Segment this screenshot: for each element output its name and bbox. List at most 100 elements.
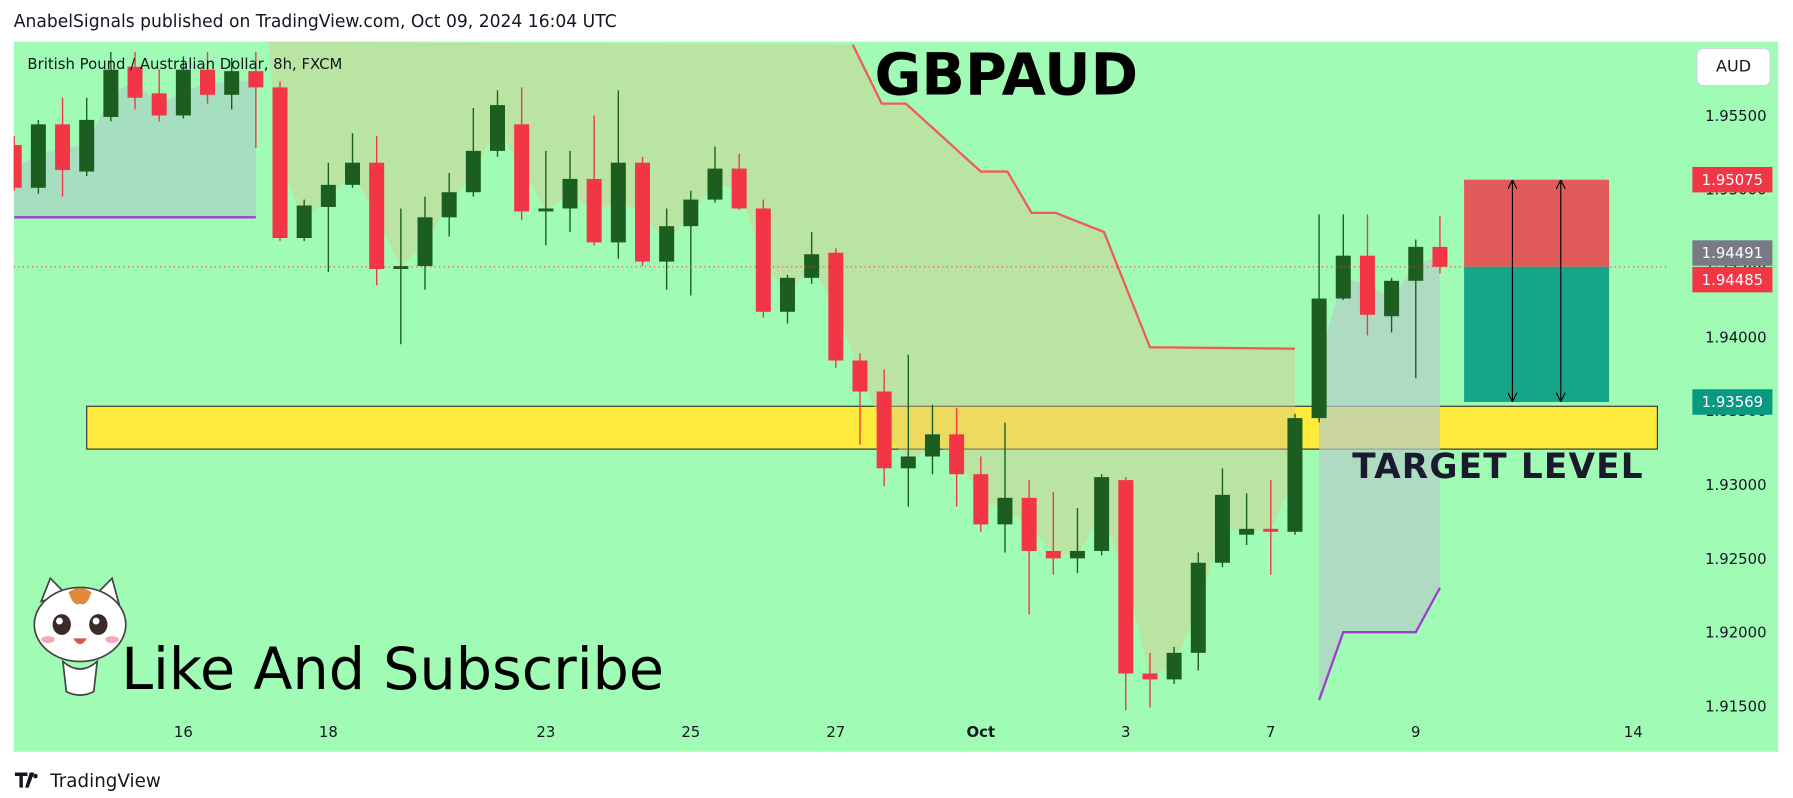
x-tick-label: 27	[826, 723, 845, 741]
y-tick-label: 1.94000	[1705, 328, 1766, 346]
candle-body	[1142, 673, 1158, 680]
candle-body	[852, 360, 868, 392]
candle-body	[635, 162, 650, 262]
brand-name: TradingView	[49, 771, 160, 792]
candle-body	[755, 208, 771, 312]
candle-body	[490, 105, 505, 151]
candle-body	[562, 178, 578, 209]
cat-sticker	[33, 576, 127, 696]
candle-body	[465, 150, 481, 193]
price-tag-label: 1.94491	[1702, 244, 1763, 262]
x-tick-label: 3	[1121, 723, 1130, 741]
symbol-info: British Pound / Australian Dollar, 8h, F…	[27, 55, 342, 73]
stop-zone	[1464, 179, 1610, 267]
y-tick-label: 1.95500	[1705, 107, 1766, 125]
candle-body	[659, 226, 675, 262]
candle-body	[828, 252, 844, 361]
candle-body	[514, 124, 530, 212]
candle-body	[1069, 550, 1085, 559]
candle-body	[320, 184, 336, 207]
candle-body	[924, 434, 940, 457]
x-tick-label: 14	[1624, 723, 1643, 741]
x-tick-label: 18	[319, 723, 338, 741]
candle-body	[1311, 298, 1327, 419]
x-tick-label: 9	[1411, 723, 1420, 741]
candle-body	[30, 124, 46, 188]
price-tag	[1692, 389, 1773, 415]
candle-body	[1432, 246, 1448, 267]
candle-body	[272, 87, 288, 238]
candle-body	[417, 217, 433, 267]
candle-body	[248, 71, 264, 88]
candle-body	[1408, 246, 1424, 281]
price-tag	[1692, 266, 1773, 293]
currency-button[interactable]	[1696, 47, 1771, 87]
candle-body	[1359, 255, 1375, 315]
candle-body	[175, 69, 191, 116]
currency-label: AUD	[1716, 57, 1751, 76]
target-label: TARGET LEVEL	[1352, 447, 1643, 487]
candle-body	[1287, 418, 1303, 532]
candle-body	[997, 497, 1013, 525]
y-tick-label: 1.93000	[1705, 476, 1766, 494]
candle-body	[731, 168, 747, 209]
candle-body	[1190, 562, 1206, 653]
indicator-fill	[14, 79, 256, 218]
candle-body	[127, 66, 143, 98]
candle-body	[586, 178, 602, 243]
candle-body	[1239, 528, 1255, 535]
candle-body	[683, 199, 699, 227]
candle-body	[779, 277, 795, 312]
subscribe-text: Like And Subscribe	[121, 636, 664, 703]
publish-header: AnabelSignals published on TradingView.c…	[14, 12, 617, 32]
indicator-line	[1318, 587, 1441, 701]
y-tick-label: 1.91500	[1705, 697, 1766, 715]
x-tick-label: 23	[536, 723, 555, 741]
candle-body	[79, 119, 95, 172]
candle-body	[610, 162, 626, 243]
candle-body	[1335, 255, 1351, 299]
candle-body	[1263, 528, 1279, 532]
x-tick-label: Oct	[967, 723, 996, 741]
candle-body	[900, 456, 916, 469]
candle-body	[103, 69, 119, 117]
candle-body	[1094, 477, 1110, 551]
candle-body	[1021, 497, 1037, 551]
candle-body	[1166, 652, 1182, 680]
price-tag	[1692, 240, 1773, 266]
candle-body	[1384, 280, 1400, 317]
price-tag	[1692, 166, 1773, 193]
candle-body	[804, 254, 820, 278]
candle-body	[538, 208, 554, 212]
candle-body	[151, 93, 167, 116]
price-tag-label: 1.93569	[1702, 393, 1763, 411]
candle-body	[296, 205, 312, 238]
candle-body	[1118, 480, 1134, 674]
candle-body	[13, 144, 22, 188]
y-tick-label: 1.92500	[1705, 550, 1766, 568]
candle-body	[1214, 494, 1230, 563]
profit-zone	[1464, 266, 1610, 403]
x-tick-label: 16	[174, 723, 193, 741]
candle-body	[369, 162, 385, 269]
candle-body	[393, 266, 409, 269]
indicator-fill	[1319, 256, 1440, 701]
price-tag-label: 1.95075	[1702, 171, 1763, 189]
candle-body	[200, 69, 216, 95]
candle-body	[876, 391, 892, 469]
candle-body	[55, 124, 71, 171]
candle-body	[345, 162, 361, 185]
candle-body	[224, 71, 240, 95]
candle-body	[1045, 550, 1061, 559]
candle-body	[949, 434, 965, 475]
tradingview-logo	[14, 772, 38, 788]
indicator-fill	[267, 41, 1295, 677]
price-tag-label: 1.94485	[1702, 271, 1763, 289]
y-tick-label: 1.92000	[1705, 624, 1766, 642]
indicator-line	[851, 44, 1295, 350]
chart-title: GBPAUD	[875, 41, 1139, 108]
candle-body	[707, 168, 723, 200]
candle-body	[973, 474, 989, 525]
x-tick-label: 7	[1266, 723, 1275, 741]
x-tick-label: 25	[681, 723, 700, 741]
